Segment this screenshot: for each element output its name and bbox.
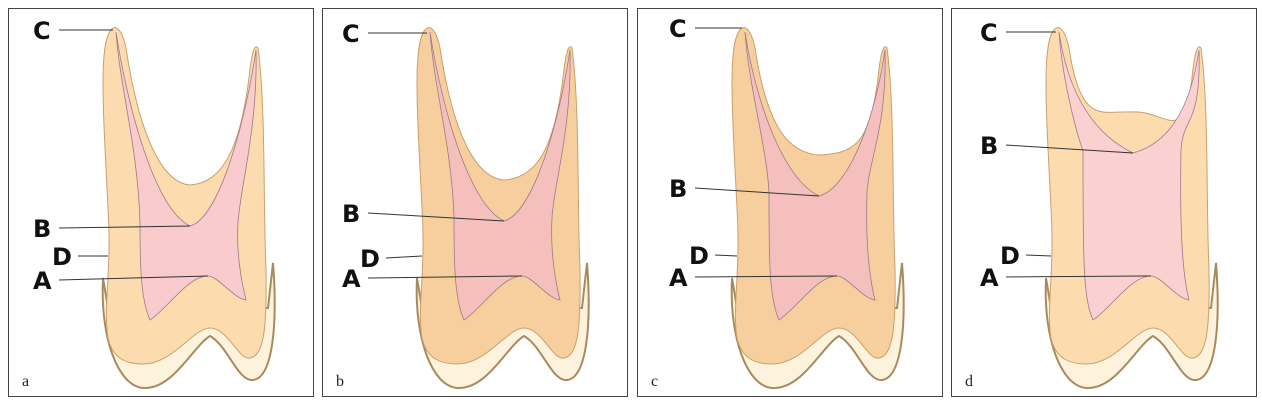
leader-line	[1025, 254, 1052, 257]
marker-label: A	[669, 264, 688, 292]
leader-line	[694, 275, 838, 278]
leader-line	[367, 275, 523, 279]
marker-label: C	[342, 20, 360, 48]
leader-line	[1005, 275, 1152, 278]
marker-label: B	[33, 215, 51, 243]
leader-line	[694, 187, 820, 197]
pulp	[115, 31, 257, 321]
leader-line	[1005, 144, 1134, 154]
marker-label: A	[980, 264, 999, 292]
leader-line	[58, 275, 209, 281]
marker-label: B	[669, 175, 687, 203]
marker-label: A	[342, 265, 361, 293]
marker-label: A	[33, 267, 52, 295]
panel: C B DAd	[951, 8, 1257, 397]
marker-label: D	[689, 242, 709, 270]
panel-label: d	[965, 373, 973, 390]
marker-label: C	[669, 15, 687, 43]
marker-label: C	[980, 19, 998, 47]
leader-line	[58, 225, 191, 229]
marker-label: C	[33, 17, 51, 45]
pulp	[1058, 31, 1200, 321]
pulp	[429, 31, 571, 321]
marker-label: D	[52, 243, 72, 271]
leader-line	[367, 212, 505, 222]
panel-label: b	[336, 373, 344, 390]
pulp	[744, 31, 886, 321]
marker-label: D	[1000, 242, 1020, 270]
panel-label: a	[22, 373, 29, 390]
panel: C B DAc	[637, 8, 943, 397]
leader-line	[385, 255, 423, 259]
marker-label: B	[980, 132, 998, 160]
marker-label: B	[342, 200, 360, 228]
leader-line	[714, 254, 738, 257]
panel-label: c	[651, 373, 658, 390]
marker-label: D	[360, 245, 380, 273]
